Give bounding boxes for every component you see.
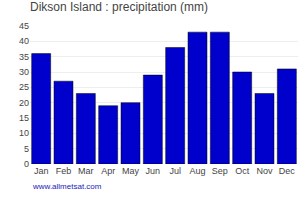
svg-text:30: 30 — [19, 67, 29, 77]
svg-text:Dec: Dec — [279, 166, 296, 176]
svg-text:35: 35 — [19, 52, 29, 62]
svg-text:Apr: Apr — [101, 166, 115, 176]
svg-text:Dikson Island : precipitation: Dikson Island : precipitation (mm) — [30, 0, 208, 14]
svg-text:25: 25 — [19, 82, 29, 92]
svg-text:Sep: Sep — [212, 166, 228, 176]
svg-text:Mar: Mar — [78, 166, 94, 176]
svg-text:45: 45 — [19, 21, 29, 31]
svg-text:15: 15 — [19, 113, 29, 123]
svg-text:www.allmetsat.com: www.allmetsat.com — [32, 182, 102, 191]
svg-text:5: 5 — [24, 144, 29, 154]
svg-text:Jan: Jan — [34, 166, 49, 176]
svg-text:20: 20 — [19, 98, 29, 108]
svg-text:0: 0 — [24, 159, 29, 169]
svg-text:40: 40 — [19, 36, 29, 46]
svg-text:Feb: Feb — [56, 166, 72, 176]
svg-text:10: 10 — [19, 128, 29, 138]
svg-text:Nov: Nov — [256, 166, 273, 176]
svg-text:Aug: Aug — [189, 166, 205, 176]
svg-text:Jun: Jun — [146, 166, 161, 176]
svg-text:Jul: Jul — [169, 166, 181, 176]
svg-text:Oct: Oct — [235, 166, 250, 176]
svg-text:May: May — [122, 166, 140, 176]
